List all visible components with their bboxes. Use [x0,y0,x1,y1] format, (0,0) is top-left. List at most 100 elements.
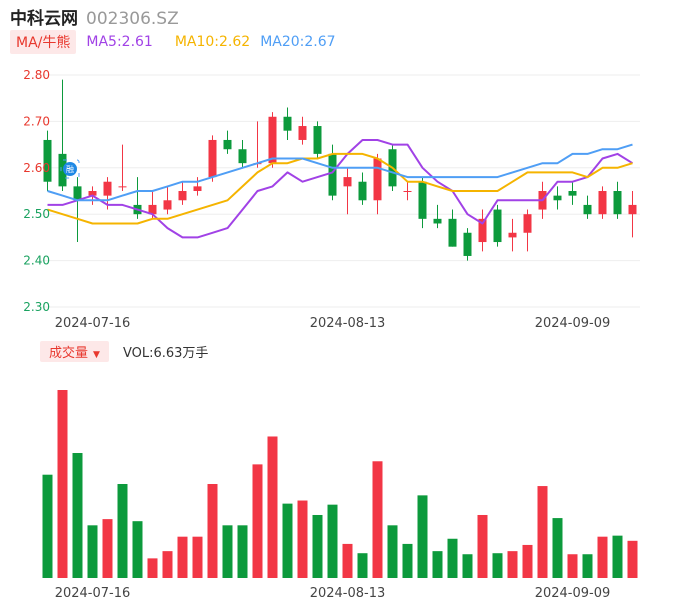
candle-body [268,116,277,164]
volume-bar [507,551,518,578]
volume-date-label: 2024-08-13 [310,586,386,601]
volume-bar [177,536,188,578]
candle-body [43,139,52,182]
volume-bar [162,551,173,578]
volume-bar [237,525,248,578]
volume-date-label: 2024-07-16 [55,586,131,601]
candle-body [598,191,607,215]
volume-bar [462,554,473,578]
candle-body [73,186,82,201]
volume-value-label: VOL:6.63万手 [122,345,209,361]
candle-body [178,191,187,201]
volume-bar [87,525,98,578]
candle-body [418,181,427,219]
candle-body [193,186,202,191]
volume-bar [132,521,143,578]
stock-name: 中科云网 [10,9,78,29]
candle-body [283,116,292,131]
price-tick-label: 2.60 [23,161,50,175]
volume-bar [612,535,623,578]
volume-bar [597,536,608,578]
price-date-label: 2024-07-16 [55,316,131,331]
candle-body [478,218,487,243]
candle-body [373,158,382,201]
ma10-line [47,152,633,225]
ma20-legend: MA20:2.67 [260,34,336,50]
candle-body [463,232,472,256]
volume-indicator-toggle[interactable]: 成交量 ▼ [40,340,109,362]
volume-bar [207,484,218,578]
price-candles [43,79,637,261]
price-tick-label: 2.40 [23,254,50,268]
candle-body [568,191,577,196]
price-tick-label: 2.80 [23,68,50,82]
candle-body [238,149,247,164]
candle-body [613,191,622,215]
candle-body [523,214,532,233]
volume-bar [372,461,383,578]
volume-bar [537,486,548,578]
candle-body [448,218,457,247]
volume-bar [432,551,443,578]
volume-axis: 2024-07-16 2024-08-13 2024-09-09 [55,586,611,601]
volume-bar [147,558,158,578]
ma5-line [47,139,634,239]
volume-bar [252,464,263,578]
candle-body [358,181,367,201]
volume-bar [477,514,488,578]
candle-body [313,126,322,154]
price-tick-label: 2.50 [23,207,50,221]
volume-bar [417,495,428,578]
volume-bar [312,514,323,578]
volume-bar [567,554,578,578]
price-axis: 2.80 2.70 2.60 2.50 2.40 2.30 2024-07-16 2024-0… [23,68,610,331]
price-date-label: 2024-08-13 [310,316,386,331]
candle-body [223,139,232,150]
event-marker-icon[interactable]: 融 [60,159,80,179]
candle-body [163,200,172,210]
volume-bar [447,538,458,578]
volume-bar [42,474,53,578]
candle-body [433,218,442,224]
stock-code: 002306.SZ [86,9,179,29]
volume-bar [552,518,563,578]
candle-body [553,195,562,201]
candle-body [493,209,502,243]
volume-bar [222,525,233,578]
volume-bar [357,553,368,578]
ma-indicator-toggle[interactable]: MA/牛熊 [10,30,77,54]
ma-lines [47,139,634,239]
ma5-legend: MA5:2.61 [86,34,153,50]
volume-bar [582,554,593,578]
volume-bar [297,500,308,578]
candle-body [58,153,67,187]
volume-bar [102,519,113,578]
candle-body [208,139,217,178]
candle-body [88,191,97,196]
volume-bar [282,503,293,578]
candle-body [298,126,307,140]
volume-date-label: 2024-09-09 [535,586,611,601]
ma-toggle-label: MA/牛熊 [16,35,71,51]
candle-body [328,153,337,196]
candle-body [583,204,592,215]
volume-bar [267,436,278,578]
volume-legend: 成交量 ▼ VOL:6.63万手 [40,340,209,362]
volume-bar [192,536,203,578]
candle-body [118,186,127,188]
volume-bar [492,553,503,578]
volume-bar [57,390,68,578]
stock-header: 中科云网 002306.SZ [10,4,179,29]
ma-legend: MA/牛熊 MA5:2.61 MA10:2.62 MA20:2.67 [10,30,336,54]
svg-text:融: 融 [66,164,74,174]
candle-body [508,232,517,238]
volume-bar [387,525,398,578]
volume-bar [327,504,338,578]
ma10-legend: MA10:2.62 [174,34,251,50]
volume-bar [402,543,413,578]
ma20-line [47,143,633,202]
volume-bar [117,484,128,578]
volume-toggle-label: 成交量 [49,345,89,361]
candle-body [403,191,412,192]
